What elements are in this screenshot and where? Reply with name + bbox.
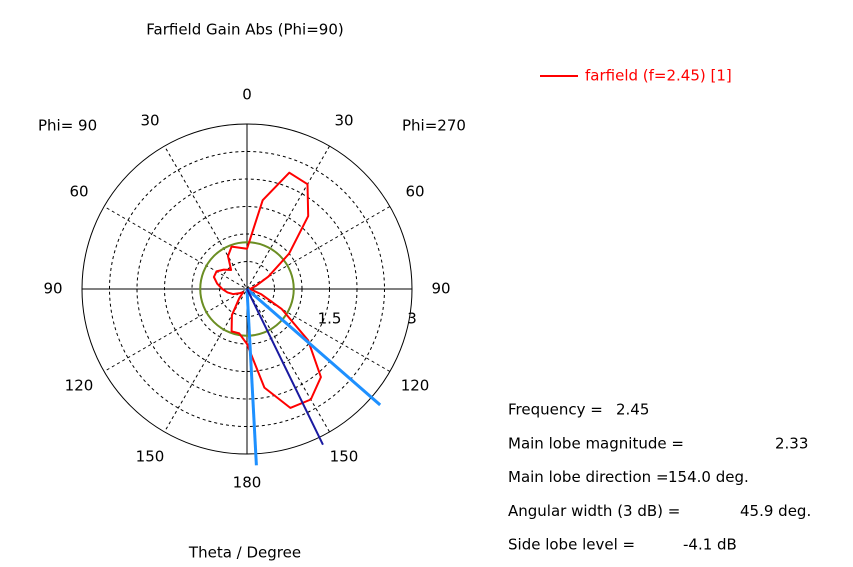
r-tick-label: 1.5 — [318, 310, 342, 328]
right-plane-label: Phi=270 — [402, 117, 466, 135]
theta-tick-label: 60 — [405, 183, 424, 201]
theta-tick-label: 60 — [69, 183, 88, 201]
chart-title: Farfield Gain Abs (Phi=90) — [146, 21, 343, 39]
axis-label: Theta / Degree — [188, 544, 301, 562]
theta-tick-label: 30 — [140, 111, 159, 129]
theta-tick-label: 30 — [334, 111, 353, 129]
theta-tick-label: 0 — [242, 86, 252, 104]
reference-circle — [199, 241, 295, 337]
theta-tick-label: 180 — [233, 474, 262, 492]
r-tick-label: 3 — [407, 310, 417, 328]
legend-label: farfield (f=2.45) [1] — [585, 67, 732, 85]
annotation-value: 45.9 deg. — [740, 502, 811, 520]
curve — [212, 171, 322, 409]
theta-tick-label: 120 — [65, 377, 94, 395]
beam-edge — [245, 288, 258, 466]
annotation-label: Main lobe direction = — [508, 468, 669, 486]
annotation-value: 2.33 — [775, 434, 808, 452]
annotation-label: Main lobe magnitude = — [508, 434, 684, 452]
theta-tick-label: 120 — [401, 377, 430, 395]
theta-tick-label: 150 — [330, 448, 359, 466]
theta-tick-label: 90 — [43, 280, 62, 298]
annotation-value: 154.0 deg. — [668, 468, 749, 486]
theta-tick-label: 150 — [136, 448, 165, 466]
beam-edge — [246, 287, 382, 407]
main-lobe-line — [246, 288, 324, 446]
theta-tick-label: 90 — [431, 280, 450, 298]
annotation-label: Side lobe level = — [508, 536, 635, 554]
annotation-label: Frequency = — [508, 401, 603, 419]
annotation-label: Angular width (3 dB) = — [508, 502, 680, 520]
left-plane-label: Phi= 90 — [38, 117, 97, 135]
annotation-value: -4.1 dB — [683, 536, 737, 554]
annotation-value: 2.45 — [616, 401, 649, 419]
